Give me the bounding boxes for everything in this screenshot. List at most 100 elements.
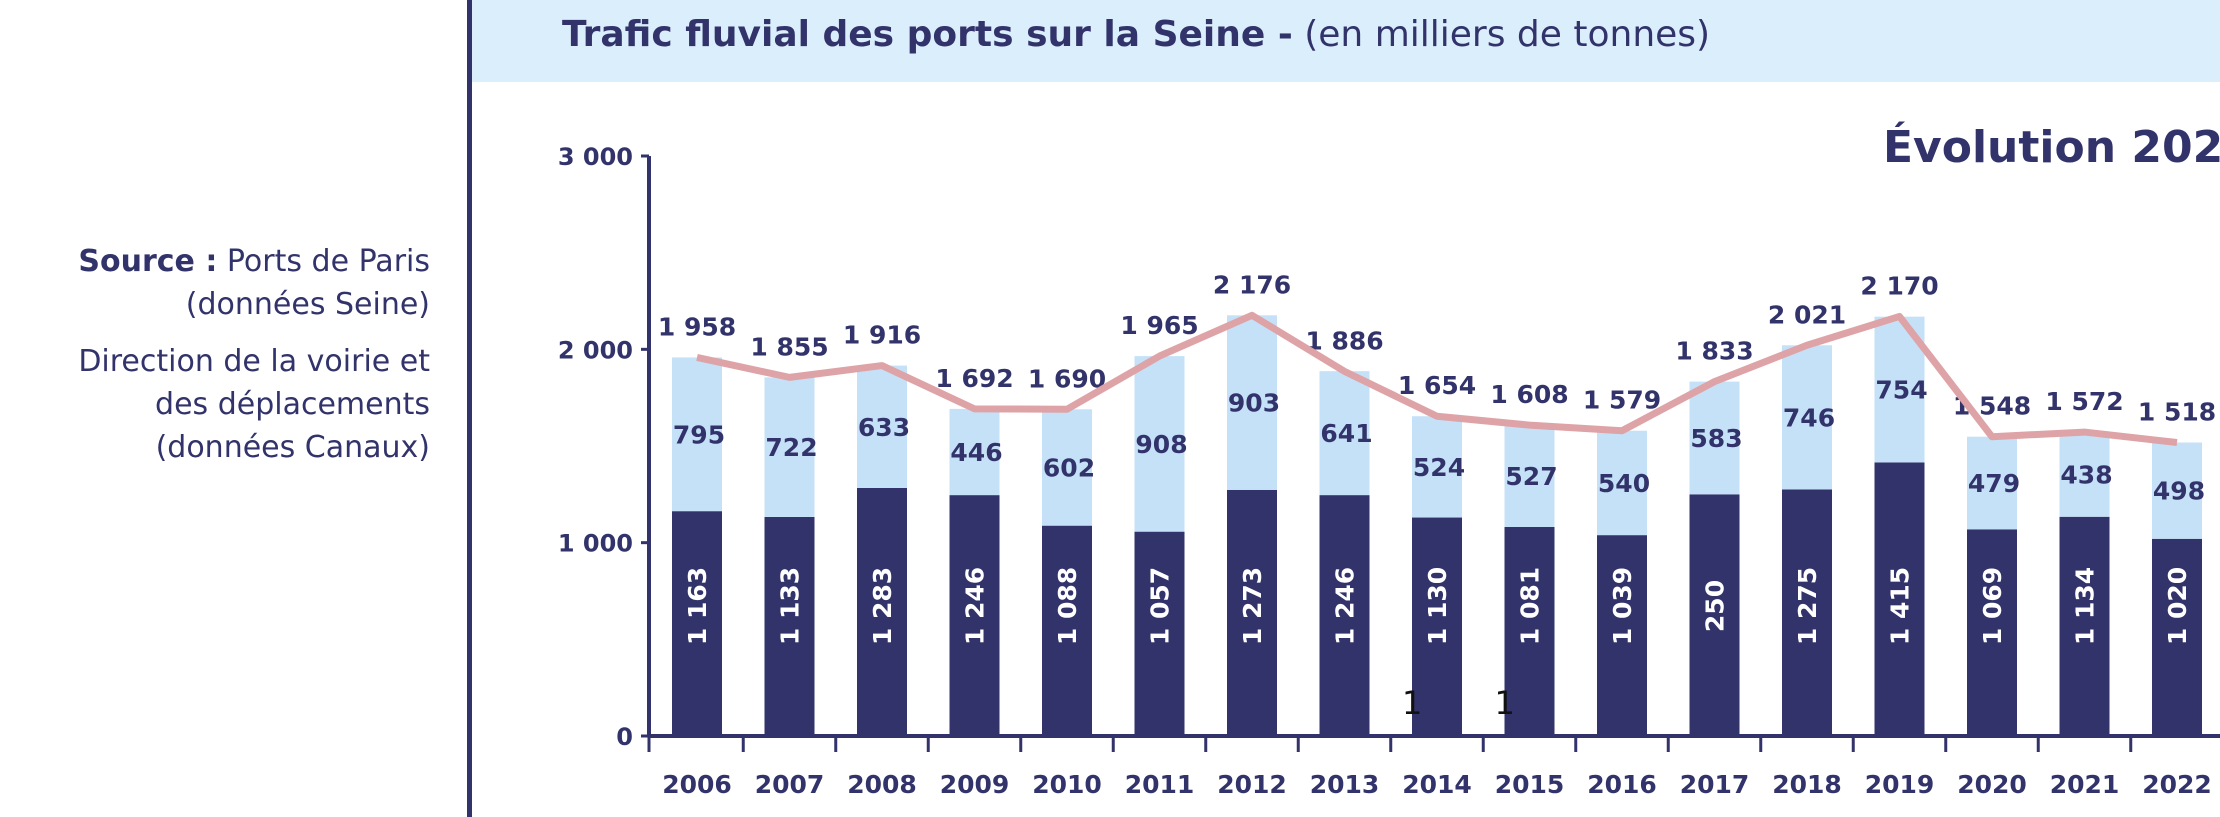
total-label: 1 579 [1583, 386, 1661, 415]
total-label: 1 965 [1120, 311, 1198, 340]
header-band [472, 0, 2220, 82]
bar-dark-label: 1 246 [1331, 567, 1360, 645]
source-line5: (données Canaux) [155, 430, 430, 465]
chart-title: Évolution 2024 [1883, 120, 2220, 173]
annotation: 1 [1402, 684, 1422, 722]
bar-dark-2011 [1134, 531, 1185, 736]
bar-dark-2022 [2152, 538, 2202, 736]
x-tick-label: 2013 [1310, 770, 1380, 799]
divider [467, 0, 472, 817]
bar-light-2010 [1042, 409, 1092, 526]
x-tick-label: 2021 [2050, 770, 2120, 799]
title-bold: Trafic fluvial des ports sur la Seine - [562, 14, 1293, 55]
total-label: 1 886 [1305, 326, 1383, 355]
bar-dark-2015 [1504, 527, 1555, 736]
bar-dark-2021 [2059, 516, 2110, 736]
bar-light-label: 633 [858, 413, 910, 442]
total-label: 2 170 [1860, 271, 1938, 300]
x-tick-label: 2008 [847, 770, 917, 799]
bar-light-label: 446 [950, 438, 1002, 467]
x-tick-label: 2018 [1772, 770, 1842, 799]
total-label: 1 572 [2045, 387, 2123, 416]
bar-light-2007 [764, 377, 815, 517]
bar-dark-label: 1 163 [683, 567, 712, 645]
bar-light-2021 [2059, 432, 2110, 517]
bar-light-label: 479 [1968, 469, 2020, 498]
bar-dark-2013 [1319, 495, 1370, 736]
bar-light-label: 583 [1690, 424, 1742, 453]
x-tick-label: 2020 [1957, 770, 2027, 799]
total-label: 1 518 [2138, 398, 2216, 427]
bar-light-label: 722 [765, 433, 817, 462]
x-tick-label: 2007 [755, 770, 825, 799]
bar-light-label: 438 [2060, 460, 2112, 489]
x-tick-label: 2016 [1587, 770, 1657, 799]
bar-light-label: 903 [1228, 389, 1280, 418]
y-tick-label: 1 000 [558, 530, 633, 558]
bar-light-2006 [672, 357, 722, 512]
bar-light-2016 [1597, 430, 1647, 536]
bar-light-2020 [1967, 436, 2017, 530]
bar-dark-label: 1 039 [1608, 567, 1637, 645]
bar-light-label: 527 [1505, 462, 1557, 491]
bar-dark-2017 [1689, 494, 1740, 736]
bar-dark-2007 [764, 516, 815, 736]
bar-dark-label: 1 283 [868, 567, 897, 645]
bar-dark-2020 [1967, 529, 2017, 736]
bar-dark-label: 1 130 [1423, 567, 1452, 645]
x-tick-label: 2017 [1680, 770, 1750, 799]
x-tick-label: 2019 [1865, 770, 1935, 799]
y-tick-label: 0 [616, 723, 633, 751]
bar-dark-label: 1 273 [1238, 567, 1267, 645]
bar-light-2012 [1227, 315, 1277, 490]
total-label: 1 958 [658, 312, 736, 341]
total-label: 1 833 [1675, 337, 1753, 366]
bar-dark-2009 [949, 495, 1000, 736]
y-tick-label: 2 000 [558, 336, 633, 364]
bar-dark-2016 [1597, 535, 1647, 736]
total-label: 1 690 [1028, 364, 1106, 393]
x-tick-label: 2006 [662, 770, 732, 799]
bar-light-2009 [949, 408, 1000, 496]
bar-light-label: 754 [1875, 376, 1927, 405]
source-label: Source : [78, 244, 218, 279]
bar-light-2017 [1689, 381, 1740, 495]
y-tick-label: 3 000 [558, 143, 633, 171]
bar-light-2022 [2152, 442, 2202, 539]
bar-dark-2018 [1782, 489, 1832, 736]
source-line1: Ports de Paris [226, 244, 430, 279]
bar-dark-label: 250 [1701, 580, 1730, 632]
total-label: 2 021 [1768, 300, 1846, 329]
bar-light-label: 795 [673, 420, 725, 449]
bar-dark-2010 [1042, 525, 1092, 736]
bar-dark-label: 1 134 [2071, 567, 2100, 645]
bar-light-2015 [1504, 425, 1555, 528]
bar-light-2011 [1134, 356, 1185, 532]
page-title: Trafic fluvial des ports sur la Seine - … [562, 14, 1710, 55]
x-tick-label: 2015 [1495, 770, 1565, 799]
bar-dark-label: 1 275 [1793, 567, 1822, 645]
bar-dark-2019 [1874, 462, 1925, 736]
x-tick-label: 2010 [1032, 770, 1102, 799]
total-label: 1 692 [935, 364, 1013, 393]
x-tick-label: 2014 [1402, 770, 1472, 799]
bar-light-2014 [1412, 416, 1462, 518]
total-label: 2 176 [1213, 270, 1291, 299]
bar-dark-2012 [1227, 489, 1277, 736]
bar-light-label: 641 [1320, 419, 1372, 448]
source-line3: Direction de la voirie et [78, 344, 430, 379]
bar-dark-2014 [1412, 517, 1462, 736]
source-line2: (données Seine) [185, 287, 430, 322]
total-label: 1 855 [750, 332, 828, 361]
bar-light-label: 524 [1413, 453, 1465, 482]
bar-light-label: 908 [1135, 430, 1187, 459]
bar-light-2018 [1782, 345, 1832, 490]
source-line4: des déplacements [155, 387, 430, 422]
bar-light-label: 602 [1043, 453, 1095, 482]
total-label: 1 916 [843, 321, 921, 350]
x-tick-label: 2011 [1125, 770, 1195, 799]
total-line [696, 311, 2178, 446]
bar-light-2008 [857, 365, 907, 488]
bar-light-label: 498 [2153, 477, 2205, 506]
bar-dark-label: 1 069 [1978, 567, 2007, 645]
